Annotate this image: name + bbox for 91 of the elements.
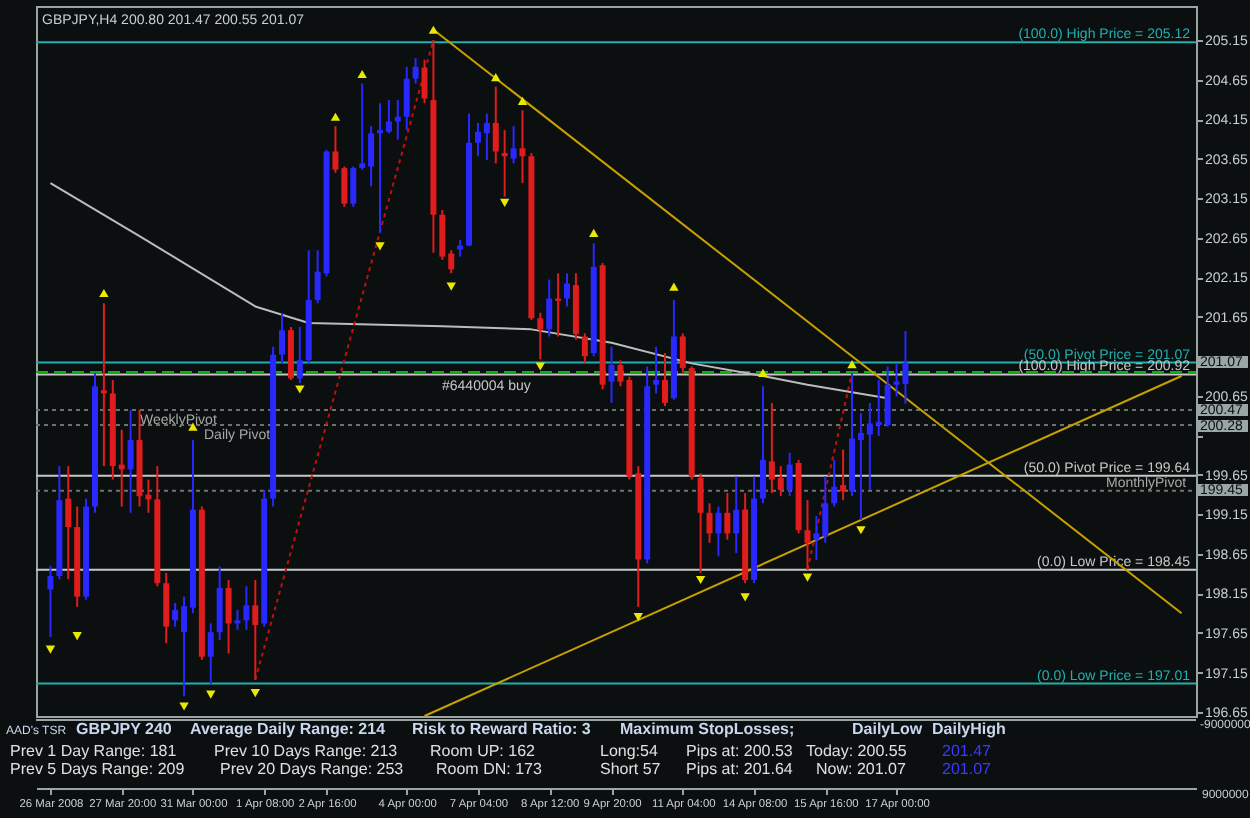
candlestick bbox=[777, 465, 784, 498]
candlestick bbox=[537, 311, 544, 361]
text: Prev 1 Day Range: 181 bbox=[10, 742, 178, 760]
candlestick bbox=[127, 409, 134, 514]
candlestick bbox=[234, 609, 241, 631]
point bbox=[330, 112, 341, 121]
text: DailyHigh bbox=[932, 720, 1007, 738]
candlestick bbox=[679, 332, 686, 374]
candlestick bbox=[296, 326, 303, 385]
text: Average Daily Range: 214 bbox=[190, 720, 387, 738]
candlestick bbox=[163, 571, 170, 645]
candlestick bbox=[100, 302, 107, 468]
point bbox=[428, 25, 439, 34]
text: Prev 5 Days Range: 209 bbox=[10, 760, 186, 778]
candlestick bbox=[715, 505, 722, 558]
candlestick bbox=[831, 458, 838, 508]
candlestick bbox=[510, 125, 517, 165]
text: Long:54 bbox=[600, 742, 659, 760]
point bbox=[802, 573, 813, 582]
point bbox=[99, 288, 109, 298]
point bbox=[758, 368, 768, 377]
candlestick bbox=[893, 362, 900, 398]
text: GBPJPY 240 bbox=[76, 720, 173, 738]
candlestick bbox=[412, 57, 419, 85]
candlestick bbox=[252, 579, 259, 681]
candlestick bbox=[359, 82, 366, 171]
point bbox=[491, 73, 501, 82]
candlestick bbox=[840, 448, 847, 502]
candlestick bbox=[243, 585, 250, 631]
point bbox=[669, 282, 679, 291]
text: Pips at: 200.53 bbox=[686, 742, 794, 760]
candlestick bbox=[403, 65, 410, 132]
candlestick bbox=[385, 99, 392, 135]
text: Maximum StopLosses; bbox=[620, 720, 795, 738]
candlestick bbox=[492, 85, 499, 165]
candlestick bbox=[439, 208, 446, 261]
text: Short 57 bbox=[600, 760, 662, 778]
candlestick bbox=[759, 385, 766, 505]
text: DailyLow bbox=[852, 720, 924, 738]
candlestick bbox=[216, 565, 223, 642]
point bbox=[45, 645, 56, 654]
candlestick bbox=[564, 272, 571, 308]
text: Now: 201.07 bbox=[816, 760, 907, 778]
candlestick bbox=[207, 622, 214, 686]
candlestick bbox=[608, 345, 615, 404]
text: Risk to Reward Ratio: 3 bbox=[412, 720, 592, 738]
candlestick bbox=[47, 564, 54, 638]
candlestick bbox=[661, 352, 668, 408]
candlestick bbox=[350, 165, 357, 208]
point bbox=[535, 362, 545, 371]
point bbox=[179, 702, 189, 711]
candlestick bbox=[546, 278, 553, 338]
point bbox=[357, 69, 367, 79]
candlestick bbox=[65, 465, 72, 581]
candlestick bbox=[697, 472, 704, 574]
candlestick bbox=[421, 58, 428, 105]
candlestick bbox=[804, 499, 811, 571]
candlestick bbox=[786, 451, 793, 498]
candlestick bbox=[225, 579, 232, 655]
candlestick bbox=[902, 329, 909, 405]
point bbox=[375, 242, 385, 251]
point bbox=[250, 689, 260, 698]
point bbox=[633, 613, 643, 622]
point bbox=[856, 526, 866, 535]
candlestick bbox=[724, 492, 731, 541]
text: Room DN: 173 bbox=[436, 760, 543, 778]
point bbox=[295, 385, 305, 394]
text: Today: 200.55 bbox=[806, 742, 908, 760]
candlestick bbox=[519, 109, 526, 185]
point bbox=[695, 575, 706, 585]
point bbox=[499, 198, 510, 207]
point bbox=[740, 593, 750, 602]
point bbox=[589, 228, 599, 237]
candlestick bbox=[884, 365, 891, 428]
text: 201.07 bbox=[942, 760, 993, 778]
text: Room UP: 162 bbox=[430, 742, 537, 760]
text: Pips at: 201.64 bbox=[686, 760, 794, 778]
point bbox=[847, 360, 857, 369]
text: Prev 20 Days Range: 253 bbox=[220, 760, 405, 778]
candlestick bbox=[706, 502, 713, 544]
point bbox=[517, 96, 528, 105]
candlestick bbox=[733, 475, 740, 555]
candlestick bbox=[483, 112, 490, 162]
candlestick bbox=[501, 129, 508, 198]
text: Prev 10 Days Range: 213 bbox=[214, 742, 399, 760]
candlestick bbox=[279, 312, 286, 365]
candlestick bbox=[653, 345, 660, 395]
point bbox=[72, 632, 82, 641]
candlestick bbox=[581, 332, 588, 365]
text: 201.47 bbox=[942, 742, 993, 760]
candlestick bbox=[172, 601, 179, 628]
